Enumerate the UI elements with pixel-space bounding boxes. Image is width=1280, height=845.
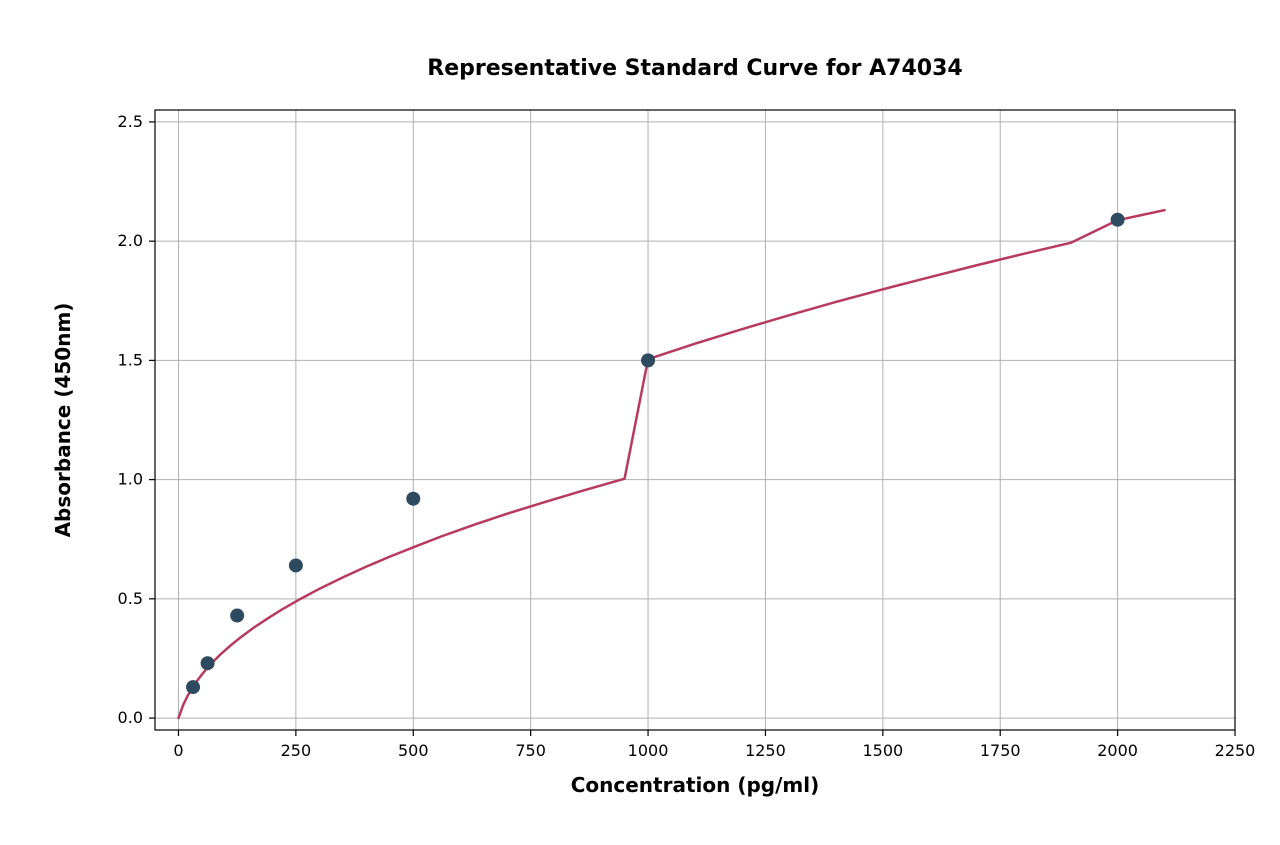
xtick-label: 2250 — [1215, 741, 1256, 760]
data-point — [641, 353, 655, 367]
data-point — [289, 558, 303, 572]
ytick-label: 0.0 — [118, 708, 143, 727]
xtick-label: 250 — [281, 741, 312, 760]
xtick-label: 500 — [398, 741, 429, 760]
xtick-label: 1000 — [628, 741, 669, 760]
data-point — [186, 680, 200, 694]
xtick-label: 2000 — [1097, 741, 1138, 760]
xtick-label: 1500 — [862, 741, 903, 760]
xtick-label: 750 — [515, 741, 546, 760]
standard-curve-chart: 0 250 500 750 1000 1250 1500 1750 2000 2250 0.0 0.5… — [0, 0, 1280, 845]
data-point — [201, 656, 215, 670]
chart-title: Representative Standard Curve for A74034 — [427, 56, 962, 81]
ytick-label: 2.5 — [118, 112, 143, 131]
ytick-label: 1.5 — [118, 350, 143, 369]
ytick-label: 1.0 — [118, 470, 143, 489]
xtick-label: 0 — [173, 741, 183, 760]
ytick-label: 0.5 — [118, 589, 143, 608]
data-point — [230, 609, 244, 623]
plot-area — [155, 110, 1235, 730]
chart-container: 0 250 500 750 1000 1250 1500 1750 2000 2250 0.0 0.5… — [0, 0, 1280, 845]
data-point — [406, 492, 420, 506]
y-axis-label: Absorbance (450nm) — [51, 303, 75, 538]
x-axis-label: Concentration (pg/ml) — [571, 773, 820, 797]
xtick-label: 1250 — [745, 741, 786, 760]
data-point — [1111, 213, 1125, 227]
ytick-label: 2.0 — [118, 231, 143, 250]
xtick-label: 1750 — [980, 741, 1021, 760]
